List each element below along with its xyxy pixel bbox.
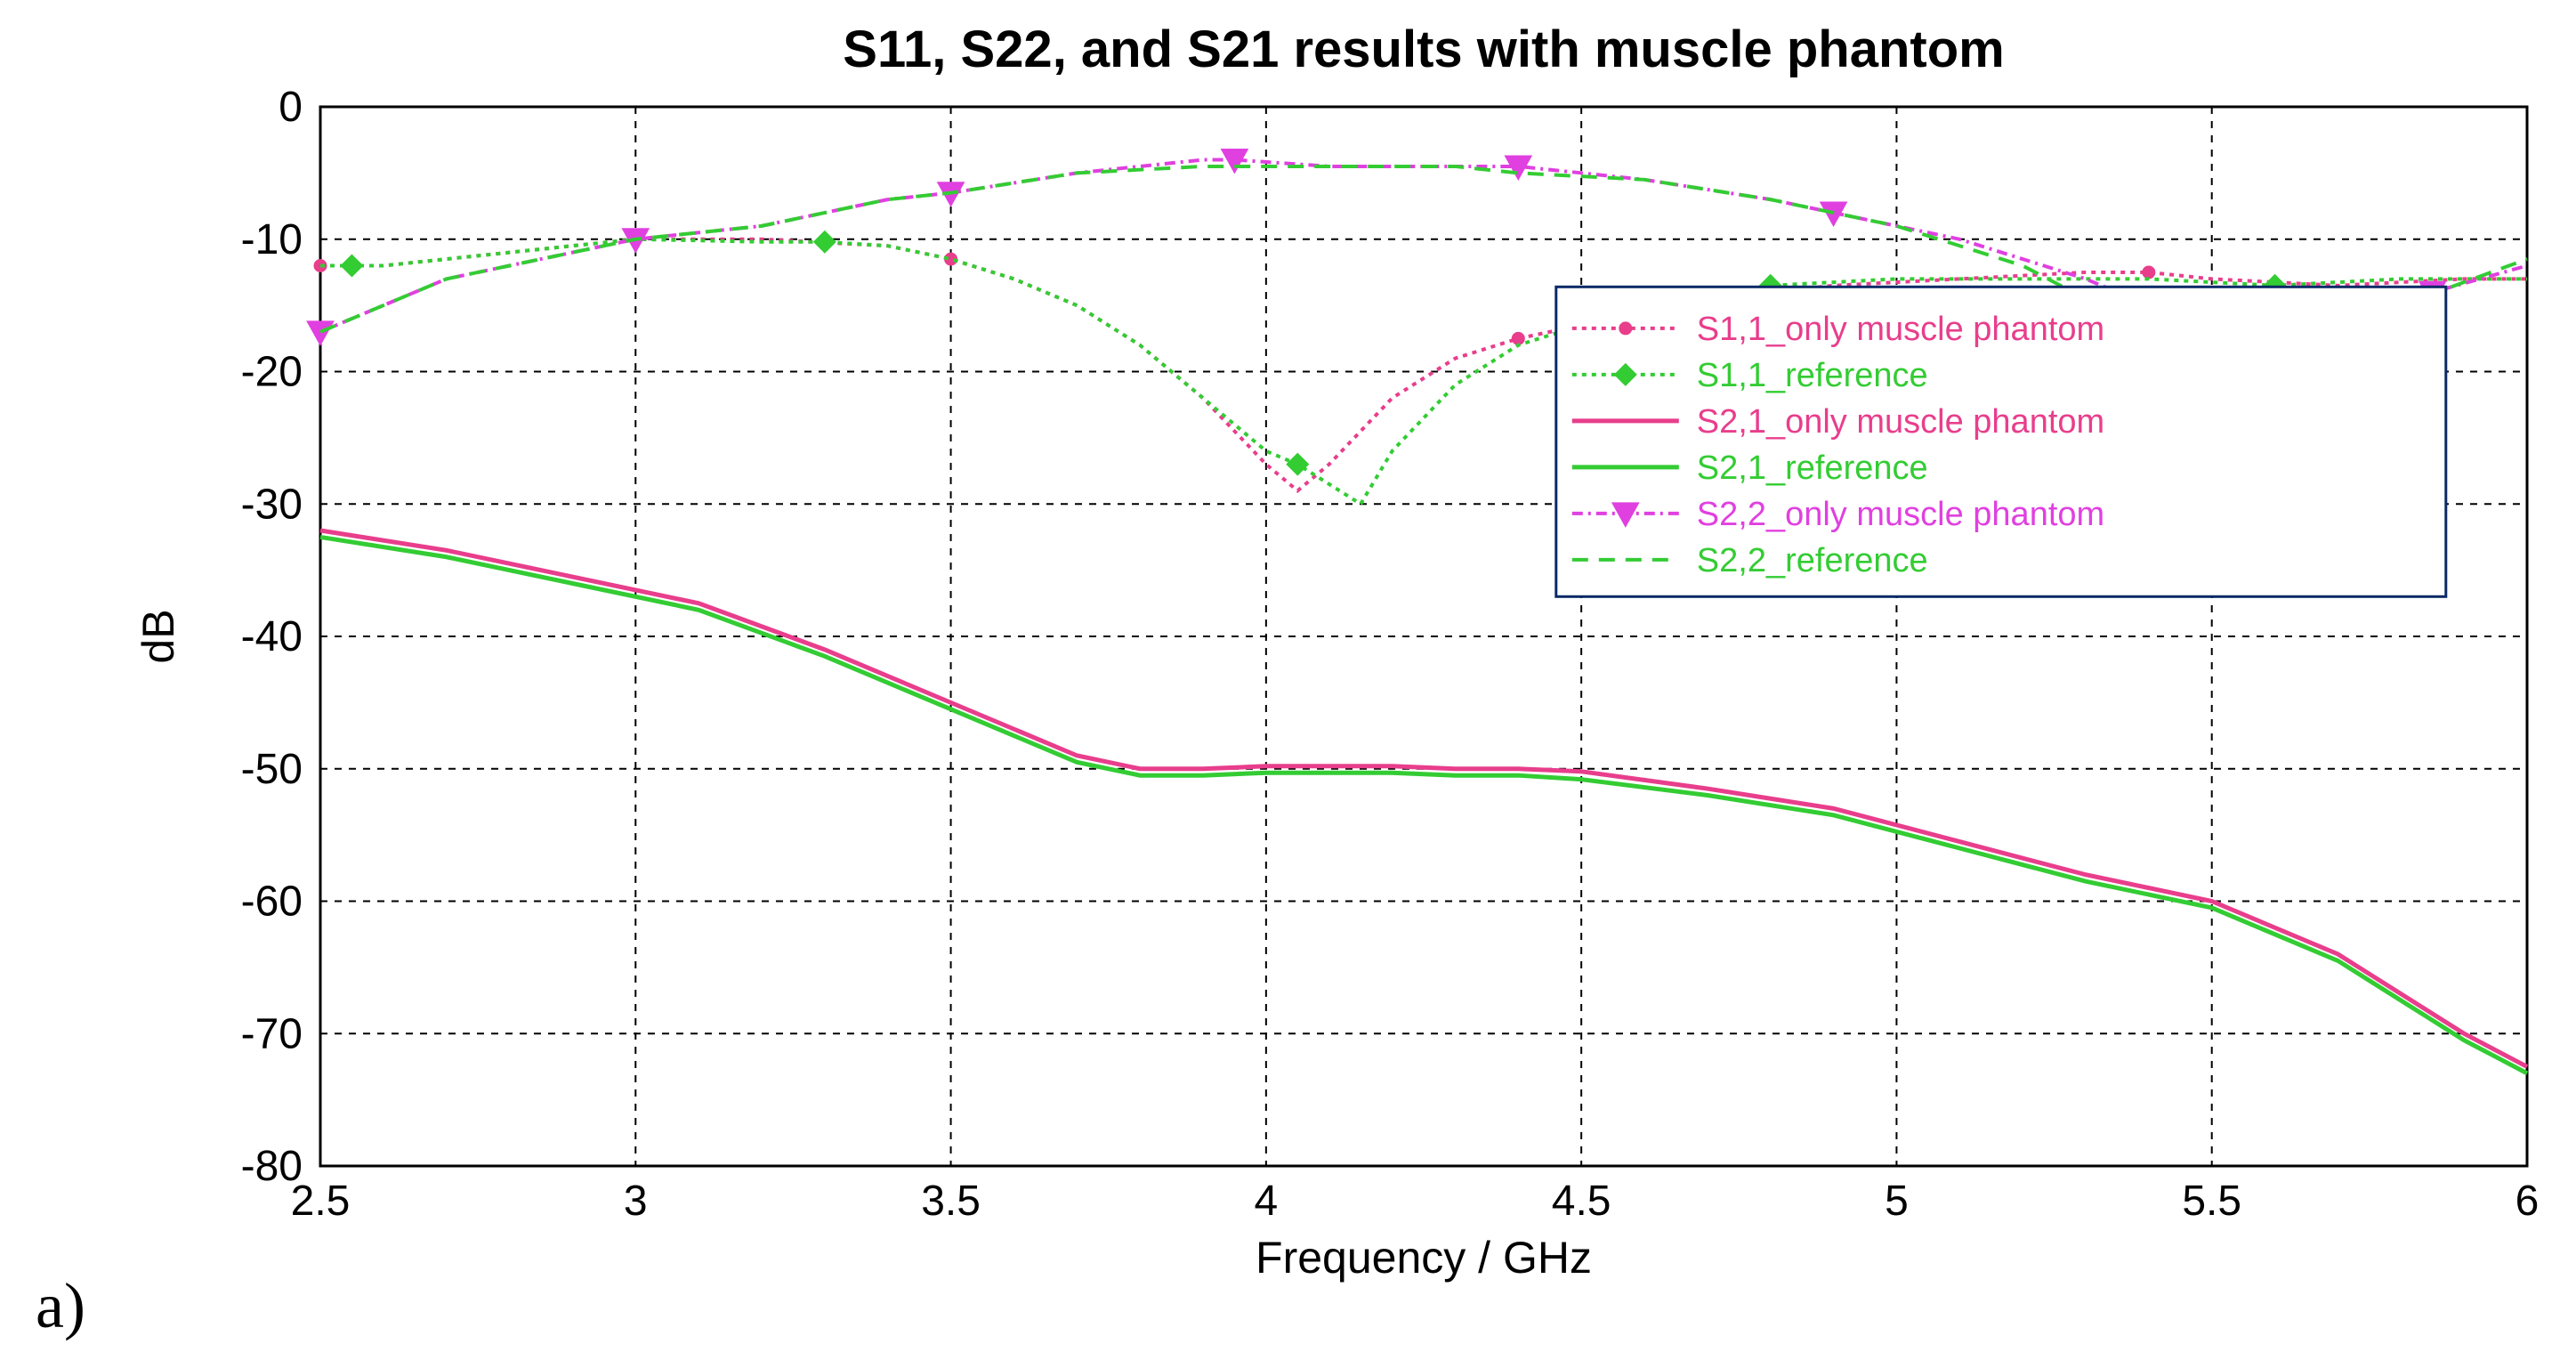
y-tick-label: -10 xyxy=(241,216,303,263)
x-axis-label: Frequency / GHz xyxy=(1256,1233,1592,1283)
legend-label: S2,1_reference xyxy=(1697,449,1928,487)
sparam-chart: S11, S22, and S21 results with muscle ph… xyxy=(0,0,2576,1352)
y-tick-label: -40 xyxy=(241,613,303,660)
y-tick-label: -20 xyxy=(241,349,303,396)
y-tick-label: -80 xyxy=(241,1143,303,1190)
y-axis-label: dB xyxy=(133,609,183,663)
legend: S1,1_only muscle phantom S1,1_reference S2… xyxy=(1556,287,2446,596)
y-tick-label: -50 xyxy=(241,746,303,793)
x-tick-label: 3 xyxy=(624,1178,648,1225)
figure-container: S11, S22, and S21 results with muscle ph… xyxy=(0,0,2576,1352)
legend-label: S2,1_only muscle phantom xyxy=(1697,403,2104,441)
y-tick-label: -70 xyxy=(241,1010,303,1057)
subplot-label: a) xyxy=(36,1269,85,1343)
y-tick-label: 0 xyxy=(279,84,303,131)
y-tick-label: -60 xyxy=(241,878,303,926)
legend-label: S1,1_only muscle phantom xyxy=(1697,311,2104,348)
x-tick-label: 4 xyxy=(1255,1178,1279,1225)
x-tick-label: 4.5 xyxy=(1552,1178,1611,1225)
legend-label: S2,2_only muscle phantom xyxy=(1697,496,2104,533)
legend-label: S1,1_reference xyxy=(1697,357,1928,394)
x-tick-label: 6 xyxy=(2515,1178,2540,1225)
x-tick-label: 3.5 xyxy=(921,1178,981,1225)
x-tick-label: 5.5 xyxy=(2182,1178,2241,1225)
x-tick-label: 5 xyxy=(1885,1178,1909,1225)
legend-label: S2,2_reference xyxy=(1697,542,1928,579)
y-tick-label: -30 xyxy=(241,481,303,528)
chart-title: S11, S22, and S21 results with muscle ph… xyxy=(843,20,2004,78)
